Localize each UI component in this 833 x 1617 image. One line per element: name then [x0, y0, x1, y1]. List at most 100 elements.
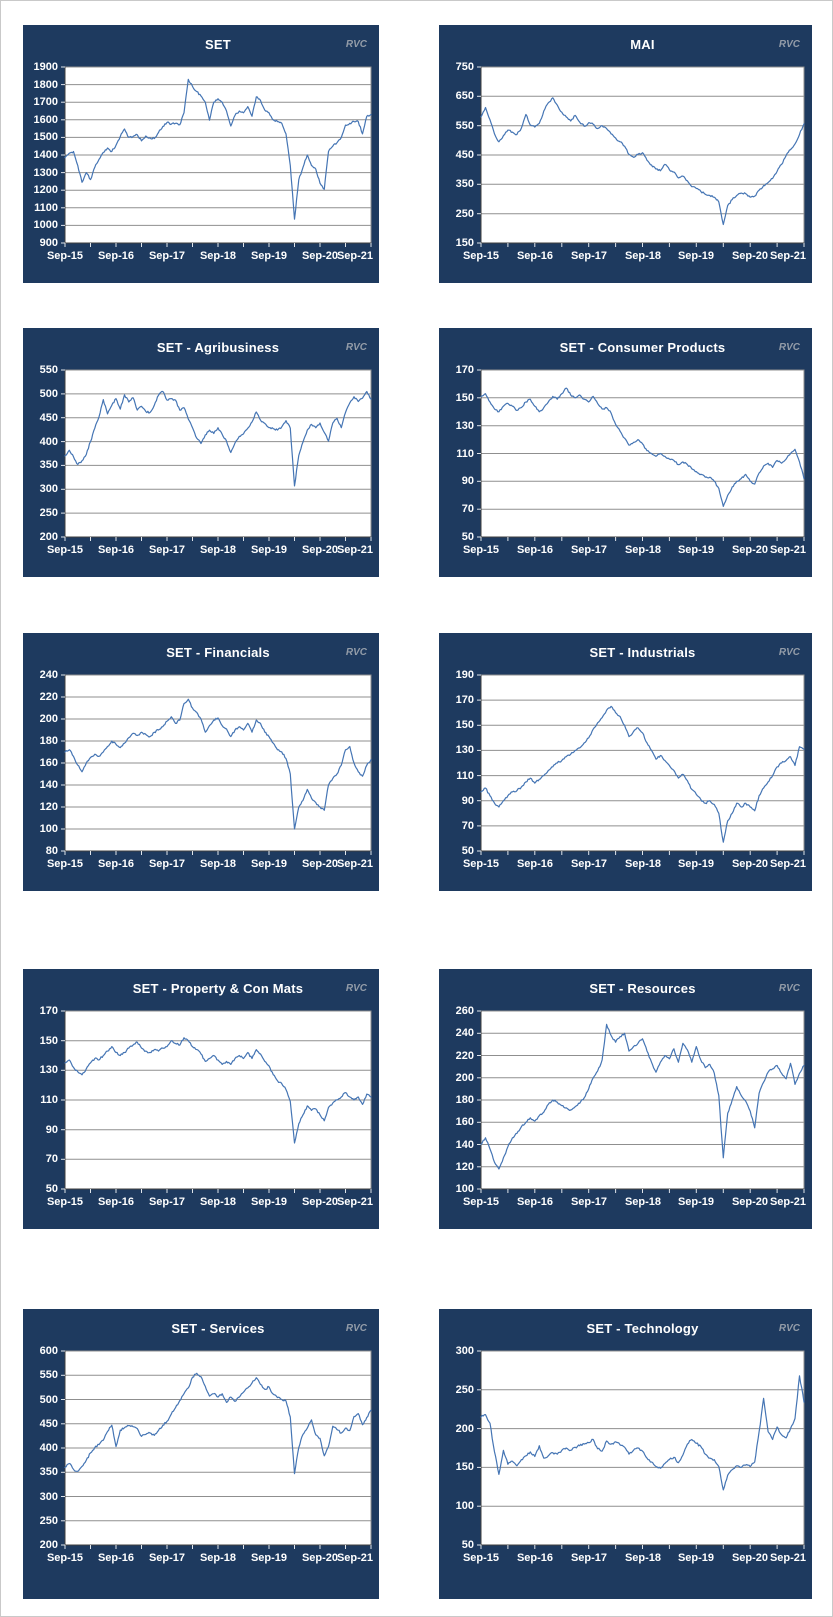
series-line: [64, 78, 372, 220]
y-axis-label: 220: [455, 1050, 474, 1062]
y-axis-label: 90: [45, 1124, 58, 1136]
x-axis-label: Sep-20: [301, 1196, 339, 1208]
y-axis-label: 350: [455, 178, 474, 190]
y-axis-label: 90: [461, 795, 474, 807]
chart-panel: SET - Agribusiness RVC 550 500 450 400 350 300 2…: [23, 328, 379, 577]
x-axis-label: Sep-19: [250, 544, 288, 556]
axis-ticks: [61, 66, 372, 247]
x-axis-label: Sep-17: [570, 250, 608, 262]
rvc-watermark: RVC: [345, 342, 367, 353]
chart-panel: SET RVC 1900 1800 1700 1600 1500 1400 1300 1200 11…: [23, 25, 379, 283]
rvc-watermark: RVC: [345, 39, 367, 50]
y-axis-label: 1500: [33, 131, 58, 143]
y-axis-label: 150: [455, 1461, 474, 1473]
x-axis-label: Sep-19: [677, 1552, 715, 1564]
x-axis-label: Sep-20: [301, 1552, 339, 1564]
axis-ticks: [477, 674, 805, 855]
y-axis-label: 250: [39, 1515, 58, 1527]
y-axis-label: 350: [39, 459, 58, 471]
chart-panel: SET - Financials RVC 240 220 200 180 160 140 120…: [23, 633, 379, 891]
y-axis-label: 1700: [33, 96, 58, 108]
rvc-watermark: RVC: [345, 983, 367, 994]
plot-area: [481, 675, 804, 851]
rvc-watermark: RVC: [345, 1323, 367, 1334]
x-axis-label: Sep-19: [250, 250, 288, 262]
x-axis-label: Sep-18: [199, 858, 237, 870]
y-axis-label: 300: [455, 1345, 474, 1357]
chart-title: SET - Financials: [166, 645, 270, 660]
series-line: [480, 387, 805, 507]
x-axis-label: Sep-19: [677, 250, 715, 262]
x-axis-label: Sep-18: [624, 858, 662, 870]
chart-title: SET - Industrials: [589, 645, 696, 660]
chart-canvas: [61, 1010, 372, 1193]
x-axis-label: Sep-17: [570, 544, 608, 556]
y-axis-label: 150: [455, 237, 474, 249]
y-axis-label: 650: [455, 90, 474, 102]
y-axis-label: 70: [45, 1153, 58, 1165]
y-axis-label: 300: [39, 483, 58, 495]
x-axis-label: Sep-21: [769, 1552, 807, 1564]
x-axis-label: Sep-16: [97, 1552, 135, 1564]
x-axis-label: Sep-21: [769, 544, 807, 556]
axis-ticks: [61, 674, 372, 855]
y-axis-label: 130: [39, 1064, 58, 1076]
y-axis-label: 70: [461, 820, 474, 832]
x-axis-label: Sep-17: [148, 858, 186, 870]
series-line: [64, 1037, 372, 1144]
y-axis-label: 260: [455, 1005, 474, 1017]
x-axis-label: Sep-18: [624, 1552, 662, 1564]
x-axis-label: Sep-16: [516, 1552, 554, 1564]
y-axis-label: 150: [455, 719, 474, 731]
x-axis-label: Sep-16: [97, 544, 135, 556]
y-axis-label: 110: [456, 448, 474, 460]
x-axis-label: Sep-17: [148, 1552, 186, 1564]
y-axis-label: 200: [39, 713, 58, 725]
x-axis-label: Sep-16: [516, 250, 554, 262]
x-axis-label: Sep-20: [301, 544, 339, 556]
x-axis-label: Sep-19: [250, 1196, 288, 1208]
y-axis-label: 100: [39, 823, 58, 835]
series-line: [64, 698, 372, 830]
y-axis-label: 300: [39, 1491, 58, 1503]
y-axis-label: 250: [39, 507, 58, 519]
rvc-watermark: RVC: [778, 39, 800, 50]
gridlines: [481, 397, 804, 510]
y-axis-label: 900: [39, 237, 58, 249]
x-axis-label: Sep-16: [516, 1196, 554, 1208]
gridlines: [65, 393, 371, 514]
y-axis-label: 110: [456, 770, 474, 782]
y-axis-label: 150: [39, 1035, 58, 1047]
chart-canvas: [61, 369, 372, 541]
rvc-watermark: RVC: [778, 1323, 800, 1334]
rvc-watermark: RVC: [778, 647, 800, 658]
y-axis-label: 50: [461, 845, 474, 857]
y-axis-label: 550: [455, 120, 474, 132]
x-axis-label: Sep-15: [462, 250, 500, 262]
x-axis-label: Sep-18: [199, 544, 237, 556]
chart-panel: SET - Industrials RVC 190 170 150 130 110 90 70 5…: [439, 633, 812, 891]
y-axis-label: 200: [39, 531, 58, 543]
gridlines: [481, 95, 804, 215]
gridlines: [65, 84, 371, 226]
x-axis-label: Sep-15: [462, 1552, 500, 1564]
series-line: [64, 390, 372, 487]
y-axis-label: 130: [455, 420, 474, 432]
y-axis-label: 80: [45, 845, 58, 857]
y-axis-label: 350: [39, 1466, 58, 1478]
plot-area: [481, 1351, 804, 1545]
x-axis-label: Sep-17: [570, 1196, 608, 1208]
y-axis-label: 1900: [33, 61, 58, 73]
chart-canvas: [61, 1350, 372, 1549]
series-line: [480, 1023, 805, 1170]
x-axis-label: Sep-18: [624, 544, 662, 556]
y-axis-label: 140: [39, 779, 58, 791]
x-axis-label: Sep-18: [199, 1552, 237, 1564]
x-axis-label: Sep-21: [336, 1552, 374, 1564]
y-axis-label: 200: [455, 1423, 474, 1435]
y-axis-label: 100: [455, 1500, 474, 1512]
gridlines: [481, 1032, 804, 1168]
x-axis-label: Sep-21: [336, 250, 374, 262]
y-axis-label: 110: [40, 1094, 58, 1106]
y-axis-label: 1200: [33, 184, 58, 196]
